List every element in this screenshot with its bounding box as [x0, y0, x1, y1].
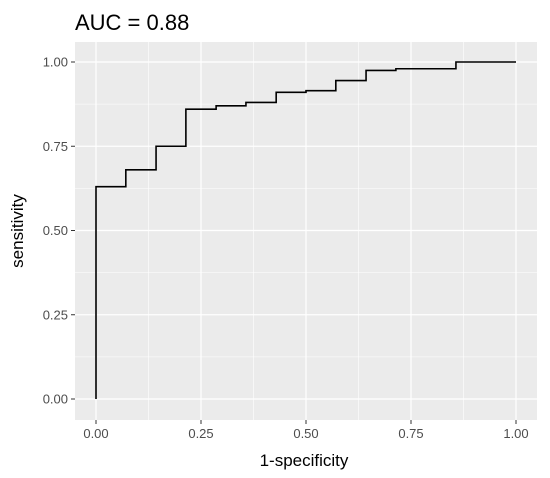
x-tick-label: 0.00: [83, 426, 108, 441]
y-tick-label: 0.75: [43, 139, 68, 154]
y-tick-label: 0.25: [43, 307, 68, 322]
y-tick-label: 1.00: [43, 55, 68, 70]
x-tick-label: 1.00: [503, 426, 528, 441]
x-tick-label: 0.25: [188, 426, 213, 441]
y-axis-title: sensitivity: [8, 194, 27, 268]
x-tick-label: 0.50: [293, 426, 318, 441]
tick-labels: 0.00 0.00 0.25 0.25 0.50 0.50 0.75 0.75 1.00 1.00: [43, 55, 529, 442]
y-tick-label: 0.50: [43, 223, 68, 238]
axis-ticks: [71, 61, 517, 424]
chart-title: AUC = 0.88: [75, 10, 189, 35]
y-tick-label: 0.00: [43, 392, 68, 407]
x-tick-label: 0.75: [398, 426, 423, 441]
x-axis-title: 1-specificity: [260, 451, 349, 470]
roc-curve-line: [95, 61, 516, 399]
grid-major: [75, 42, 537, 420]
